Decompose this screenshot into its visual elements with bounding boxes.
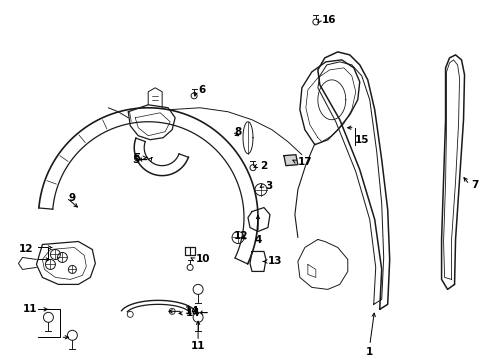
- Text: 8: 8: [234, 127, 241, 137]
- Text: 14←: 14←: [186, 308, 209, 318]
- Text: 5: 5: [133, 153, 140, 163]
- Text: 9: 9: [68, 193, 75, 203]
- Text: 17: 17: [297, 157, 312, 167]
- Text: 12: 12: [19, 244, 33, 255]
- Polygon shape: [284, 155, 297, 166]
- Text: 6: 6: [198, 85, 205, 95]
- Text: 5←: 5←: [132, 155, 148, 165]
- Text: 4: 4: [254, 234, 261, 244]
- Text: 1: 1: [366, 347, 373, 357]
- Text: 11: 11: [190, 341, 205, 351]
- Text: 11: 11: [22, 304, 37, 314]
- Text: 12: 12: [233, 230, 247, 240]
- Text: 2: 2: [260, 161, 266, 171]
- Text: 16: 16: [321, 15, 336, 25]
- Text: 13: 13: [267, 256, 282, 266]
- Text: 15: 15: [354, 135, 368, 145]
- Text: 3: 3: [264, 181, 272, 190]
- Text: 14: 14: [185, 306, 199, 316]
- Text: 10: 10: [196, 255, 210, 265]
- Text: 7: 7: [470, 180, 478, 190]
